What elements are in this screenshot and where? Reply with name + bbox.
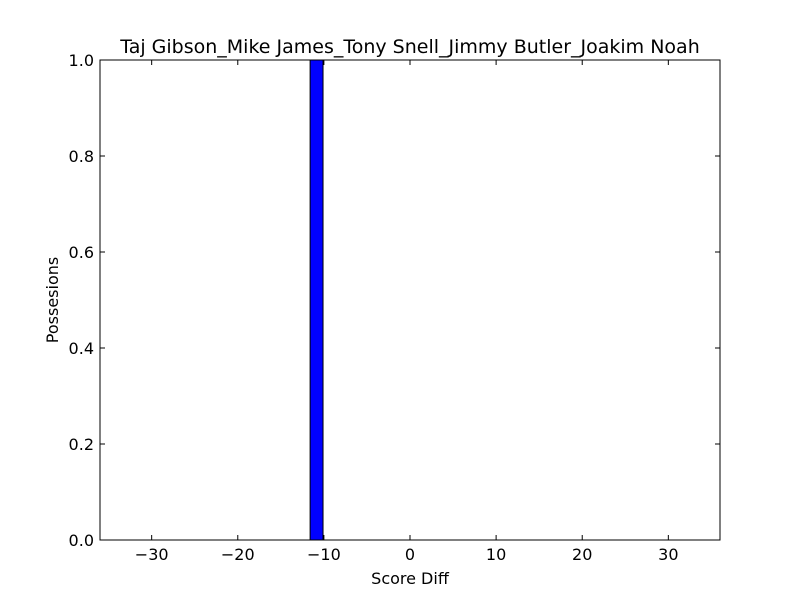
- y-axis: 0.0 0.2 0.4 0.6 0.8 1.0: [69, 51, 720, 550]
- chart-title: Taj Gibson_Mike James_Tony Snell_Jimmy B…: [119, 36, 700, 58]
- x-tick-label: −10: [307, 545, 341, 564]
- x-tick-label: 0: [405, 545, 415, 564]
- x-tick-label: 10: [486, 545, 506, 564]
- y-tick-label: 1.0: [69, 51, 94, 70]
- bar-0: [309, 59, 324, 541]
- y-tick-label: 0.2: [69, 435, 94, 454]
- x-tick-label: −20: [221, 545, 255, 564]
- y-tick-label: 0.0: [69, 531, 94, 550]
- bars: [100, 59, 720, 541]
- plot-frame: [99, 59, 721, 541]
- y-axis-label: Possesions: [43, 257, 62, 343]
- y-tick-label: 0.6: [69, 243, 94, 262]
- x-tick-label: −30: [135, 545, 169, 564]
- x-axis-label: Score Diff: [371, 569, 450, 588]
- x-axis: −30 −20 −10 0 10 20 30: [135, 60, 679, 564]
- y-tick-label: 0.8: [69, 147, 94, 166]
- y-tick-label: 0.4: [69, 339, 94, 358]
- x-tick-label: 30: [658, 545, 678, 564]
- x-tick-label: 20: [572, 545, 592, 564]
